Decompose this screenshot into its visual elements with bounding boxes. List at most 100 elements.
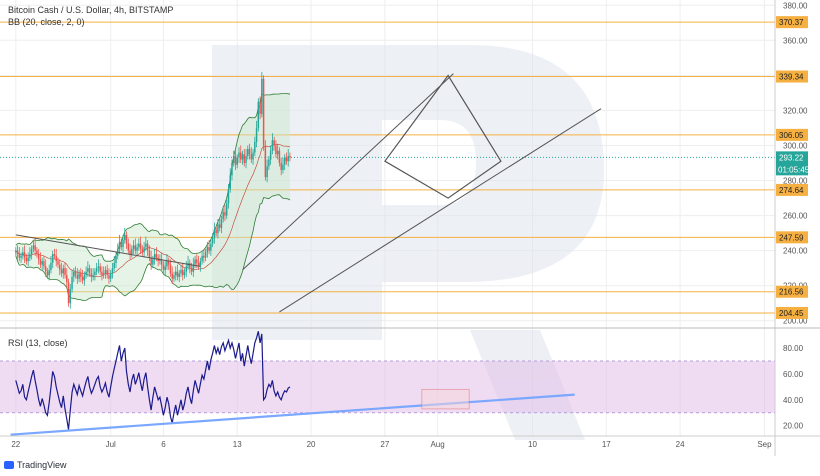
candle-body: [190, 268, 193, 272]
candle-body: [118, 241, 121, 249]
candle-body: [278, 150, 281, 163]
candle-body: [155, 254, 158, 258]
candle-body: [85, 271, 87, 276]
candle-body: [152, 259, 154, 265]
candle-body: [271, 140, 274, 151]
bollinger-upper-band: [15, 92, 291, 262]
candle-body: [32, 245, 35, 249]
candle-body: [71, 276, 73, 290]
level-price-tag: [776, 128, 808, 141]
candle-body: [280, 163, 282, 171]
candle-body: [236, 157, 238, 165]
candle-body: [36, 250, 38, 255]
candle-body: [203, 255, 205, 258]
level-price-tag: [776, 183, 808, 196]
candle-body: [50, 262, 52, 270]
candle-body: [160, 259, 163, 265]
candle-body: [229, 175, 231, 190]
level-price-label: 370.37: [779, 18, 804, 27]
candle-body: [34, 245, 36, 251]
candle-body: [240, 152, 242, 160]
candle-body: [289, 155, 291, 158]
candle-body: [250, 154, 253, 160]
candle-body: [232, 155, 235, 163]
candle-body: [178, 273, 181, 277]
rsi-tick-label: 80.00: [783, 344, 804, 353]
candle-body: [90, 273, 93, 277]
level-price-tag: [776, 306, 808, 319]
level-price-label: 204.45: [779, 309, 804, 318]
candle-body: [20, 255, 22, 258]
price-tick-label: 200.00: [783, 317, 808, 326]
candle-body: [252, 152, 254, 160]
candle-body: [257, 101, 260, 128]
candle-body: [282, 164, 284, 171]
current-price-tag: [776, 151, 808, 176]
candle-body: [67, 282, 70, 304]
bollinger-basis: [15, 144, 291, 278]
candle-body: [95, 268, 98, 272]
candle-body: [127, 243, 130, 251]
level-price-label: 339.34: [779, 73, 804, 82]
candle-body: [173, 275, 175, 279]
candle-body: [169, 264, 172, 274]
tradingview-icon: [4, 461, 14, 469]
candle-body: [215, 229, 217, 234]
candle-body: [261, 78, 263, 114]
candle-body: [129, 250, 131, 255]
candle-body: [115, 255, 117, 263]
candle-body: [197, 262, 200, 267]
time-tick-label: 13: [233, 440, 242, 449]
time-tick-label: 6: [161, 440, 166, 449]
candle-body: [27, 257, 29, 262]
rsi-tick-label: 40.00: [783, 396, 804, 405]
time-tick-label: 20: [307, 440, 316, 449]
candle-body: [150, 257, 152, 265]
candle-body: [217, 224, 219, 234]
level-price-tag: [776, 70, 808, 83]
candle-body: [37, 254, 40, 260]
candle-body: [245, 155, 247, 163]
tradingview-label: TradingView: [17, 460, 67, 470]
time-tick-label: 10: [528, 440, 537, 449]
candle-body: [174, 271, 177, 276]
candle-body: [120, 241, 123, 248]
tradingview-logo[interactable]: TradingView: [4, 458, 67, 472]
time-tick-label: 17: [602, 440, 611, 449]
candle-body: [208, 247, 210, 251]
candle-body: [182, 269, 184, 276]
candle-body: [94, 271, 96, 276]
candle-body: [166, 261, 168, 267]
price-tick-label: 380.00: [783, 1, 808, 10]
level-price-label: 247.59: [779, 233, 804, 242]
candle-body: [275, 145, 277, 155]
rsi-tick-label: 20.00: [783, 422, 804, 431]
candle-body: [88, 268, 91, 274]
candle-body: [76, 275, 79, 279]
candle-body: [97, 266, 100, 269]
candle-body: [139, 243, 142, 249]
time-tick-label: Jul: [106, 440, 116, 449]
candle-body: [106, 269, 108, 276]
candle-body: [78, 273, 80, 279]
level-price-label: 274.64: [779, 186, 804, 195]
price-tick-label: 260.00: [783, 212, 808, 221]
rsi-line: [15, 331, 291, 430]
candle-body: [185, 266, 188, 272]
candle-body: [81, 276, 84, 281]
candle-body: [111, 268, 114, 274]
candle-body: [204, 252, 207, 258]
candle-body: [248, 148, 251, 155]
candle-body: [136, 247, 138, 251]
candle-body: [164, 266, 166, 270]
price-axis-bg: [775, 0, 820, 456]
candle-body: [238, 152, 240, 158]
price-tick-label: 320.00: [783, 106, 808, 115]
candle-body: [16, 250, 19, 255]
candle-body: [199, 261, 202, 267]
time-tick-label: Aug: [430, 440, 444, 449]
rsi-band-fill: [0, 361, 775, 413]
level-price-label: 216.56: [779, 288, 804, 297]
candle-body: [218, 224, 221, 228]
